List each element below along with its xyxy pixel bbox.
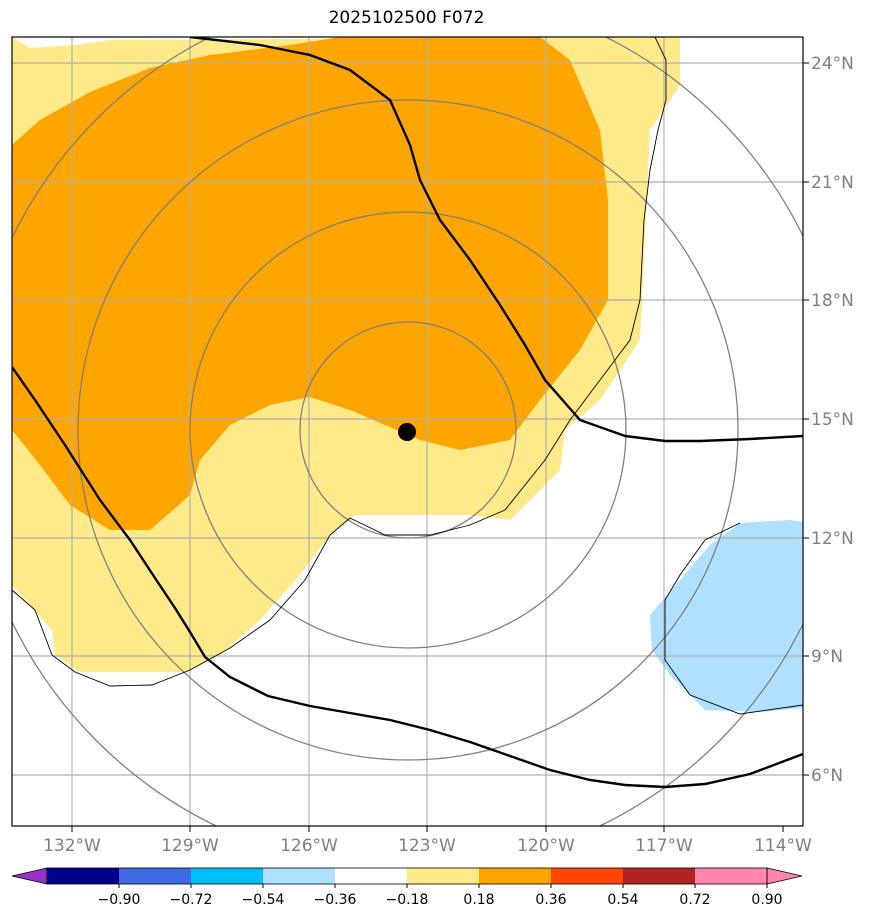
colorbar-cell [695, 868, 768, 884]
orange-anomaly-region [12, 37, 608, 530]
lat-label-15n: 15°N [811, 410, 854, 430]
lat-label-6n: 6°N [811, 766, 843, 786]
axis-ticks [71, 62, 809, 832]
map-title: 2025102500 F072 [328, 8, 485, 28]
colorbar-tick-label: 0.18 [463, 892, 494, 908]
colorbar-tick-label: −0.36 [314, 892, 357, 908]
storm-center-marker [398, 423, 416, 441]
colorbar-cell [551, 868, 624, 884]
lat-label-21n: 21°N [811, 173, 854, 193]
colorbar-cell [407, 868, 480, 884]
map-gridlines [12, 37, 803, 826]
colorbar: −0.90 −0.72 −0.54 −0.36 −0.18 0.18 0.36 0.54 0.7… [11, 867, 803, 908]
colorbar-tick-label: 0.90 [751, 892, 782, 908]
colorbar-cell [119, 868, 192, 884]
colorbar-cell [335, 868, 408, 884]
colorbar-tick-label: −0.90 [98, 892, 141, 908]
map-plot-area [12, 37, 803, 826]
track-lines [12, 37, 803, 789]
lon-label-129w: 129°W [161, 836, 219, 856]
lon-label-132w: 132°W [43, 836, 101, 856]
range-rings [12, 37, 803, 826]
colorbar-cells [11, 867, 803, 885]
lon-label-126w: 126°W [280, 836, 338, 856]
upper-track-line [189, 37, 803, 443]
colorbar-extend-high [766, 867, 803, 885]
colorbar-tick-label: −0.54 [242, 892, 285, 908]
range-ring-2 [189, 211, 627, 649]
lat-label-18n: 18°N [811, 291, 854, 311]
lat-label-24n: 24°N [811, 54, 854, 74]
lon-label-120w: 120°W [517, 836, 575, 856]
lat-label-9n: 9°N [811, 647, 843, 667]
latitude-labels: 24°N 21°N 18°N 15°N 12°N 9°N 6°N [811, 54, 854, 786]
lon-label-117w: 117°W [635, 836, 693, 856]
blue-anomaly-region [650, 520, 803, 712]
colorbar-cell [191, 868, 264, 884]
colorbar-extend-low [11, 867, 48, 885]
map-frame [11, 36, 804, 827]
lower-track-line [12, 366, 803, 789]
colorbar-ticks: −0.90 −0.72 −0.54 −0.36 −0.18 0.18 0.36 0.54 0.7… [98, 884, 783, 908]
colorbar-tick-label: 0.36 [535, 892, 566, 908]
lon-label-123w: 123°W [398, 836, 456, 856]
colorbar-cell [479, 868, 552, 884]
colorbar-tick-label: 0.72 [679, 892, 710, 908]
colorbar-tick-label: −0.18 [386, 892, 429, 908]
lat-label-12n: 12°N [811, 529, 854, 549]
range-ring-3 [77, 99, 739, 761]
lon-label-114w: 114°W [754, 836, 812, 856]
colorbar-tick-label: −0.72 [170, 892, 213, 908]
colorbar-cell [47, 868, 120, 884]
thin-contours [12, 37, 803, 715]
longitude-labels: 132°W 129°W 126°W 123°W 120°W 117°W 114°… [43, 836, 812, 856]
range-ring-1 [299, 321, 517, 539]
colorbar-cell [263, 868, 336, 884]
colorbar-tick-label: 0.54 [607, 892, 638, 908]
colorbar-cell [623, 868, 696, 884]
